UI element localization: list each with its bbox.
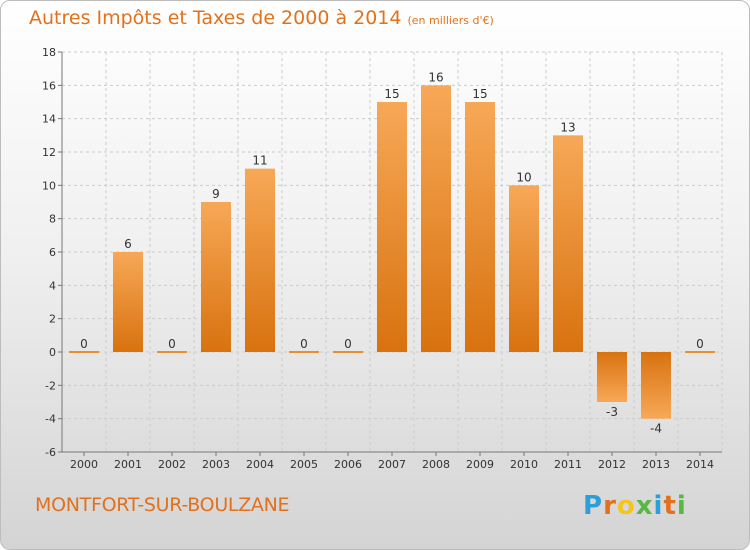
x-tick-label: 2009 [466,458,494,471]
y-tick-label: 6 [49,246,56,259]
data-label: 10 [516,170,531,184]
y-tick-label: -6 [45,446,56,459]
data-label: 6 [124,237,132,251]
x-tick-label: 2004 [246,458,274,471]
y-tick-label: 2 [49,313,56,326]
bars [69,85,715,419]
y-tick-label: 10 [42,179,56,192]
bar [245,168,275,352]
bar [421,85,451,352]
data-label: 15 [384,87,399,101]
x-tick-label: 2012 [598,458,626,471]
x-tick-label: 2013 [642,458,670,471]
commune-name: MONTFORT-SUR-BOULZANE [35,494,290,516]
bar [201,202,231,352]
axes [58,51,722,456]
data-label: -4 [650,422,662,436]
x-tick-label: 2005 [290,458,318,471]
data-label: 0 [168,337,176,351]
bar [377,102,407,352]
data-label: 0 [300,337,308,351]
y-tick-label: 18 [42,46,56,59]
bar [333,351,363,353]
bar [157,351,187,353]
logo-letter: t [663,491,677,521]
data-label: 0 [344,337,352,351]
data-label: 0 [80,337,88,351]
y-tick-label: -4 [45,413,56,426]
bar [69,351,99,353]
data-label: 15 [472,87,487,101]
x-tick-label: 2011 [554,458,582,471]
bar [113,252,143,352]
y-tick-label: 14 [42,113,56,126]
data-label: 0 [696,337,704,351]
y-tick-label: 0 [49,346,56,359]
x-tick-label: 2003 [202,458,230,471]
y-tick-label: 16 [42,79,56,92]
bar [509,185,539,352]
y-tick-label: 4 [49,279,56,292]
x-tick-label: 2014 [686,458,714,471]
bar [553,135,583,352]
x-tick-label: 2007 [378,458,406,471]
proxiti-logo: Proxiti [583,491,687,521]
y-tick-label: -2 [45,379,56,392]
x-tick-label: 2002 [158,458,186,471]
data-label: 11 [252,154,267,168]
data-label: 9 [212,187,220,201]
logo-letter: r [603,491,617,521]
chart-title: Autres Impôts et Taxes de 2000 à 2014 (en… [29,7,494,29]
chart-subtitle: (en milliers d'€) [407,14,494,27]
bar [465,102,495,352]
x-tick-label: 2001 [114,458,142,471]
y-tick-label: 12 [42,146,56,159]
logo-letter: x [635,491,654,521]
bar [289,351,319,353]
logo-letter: o [616,491,636,521]
x-tick-label: 2006 [334,458,362,471]
bar [641,352,671,419]
x-tick-label: 2000 [70,458,98,471]
data-label: 13 [560,120,575,134]
logo-letter: P [583,491,604,521]
data-label: 16 [428,70,443,84]
y-tick-label: 8 [49,213,56,226]
chart-title-text: Autres Impôts et Taxes de 2000 à 2014 [29,7,402,29]
bar [685,351,715,353]
logo-letter: i [653,491,664,521]
labels: -6 -4 -2 0 2 4 6 8 10 12 14 16 18 0 2000 6 2001 0 2002 9 200… [42,46,714,471]
x-tick-label: 2008 [422,458,450,471]
bar [597,352,627,402]
x-tick-label: 2010 [510,458,538,471]
logo-letter: i [676,491,687,521]
data-label: -3 [606,405,618,419]
